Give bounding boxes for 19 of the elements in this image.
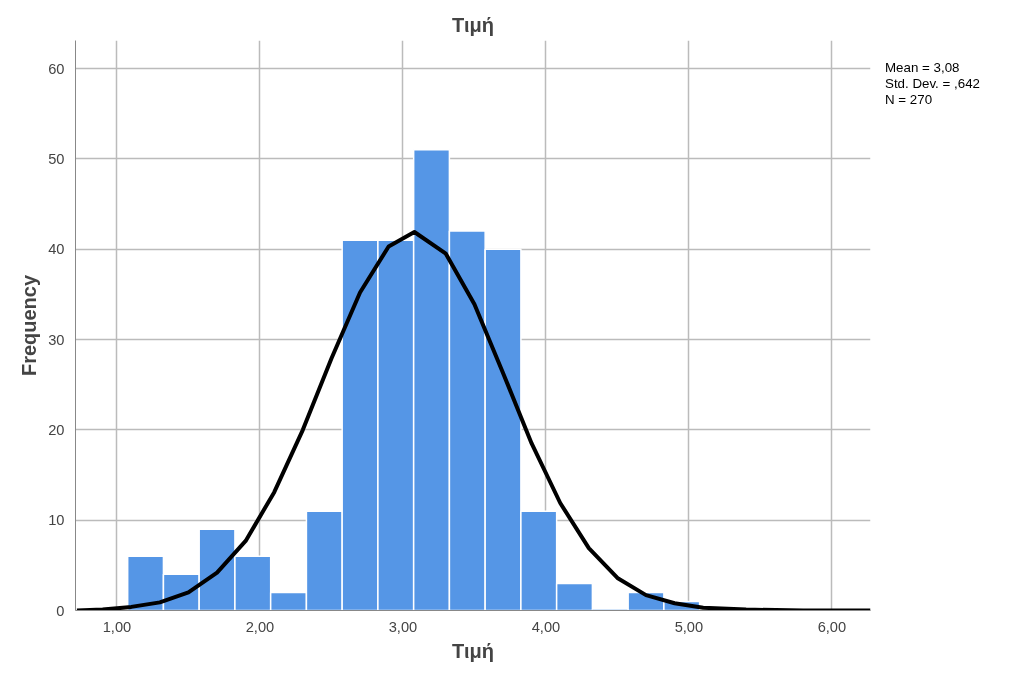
x-tick-label: 2,00	[245, 618, 275, 635]
y-tick-label: 40	[48, 241, 65, 258]
x-tick-label: 1,00	[102, 618, 132, 635]
y-axis-title: Frequency	[18, 274, 41, 377]
y-tick-label: 0	[56, 602, 65, 619]
x-tick-label: 3,00	[388, 618, 418, 635]
y-tick-label: 20	[48, 421, 65, 438]
y-tick-label: 30	[48, 331, 65, 348]
chart-title: Τιμή	[452, 13, 494, 36]
text: Mean = 3,08	[885, 60, 960, 75]
y-tick-label: 60	[48, 60, 65, 77]
y-tick-label: 50	[48, 150, 65, 167]
y-tick-label: 10	[48, 512, 65, 529]
x-tick-label: 5,00	[674, 618, 704, 635]
text: N = 270	[885, 91, 933, 107]
text: Std. Dev. = ,642	[885, 75, 980, 91]
x-axis-title: Τιμή	[452, 639, 494, 662]
x-tick-label: 6,00	[817, 618, 847, 635]
x-tick-label: 4,00	[531, 618, 561, 635]
